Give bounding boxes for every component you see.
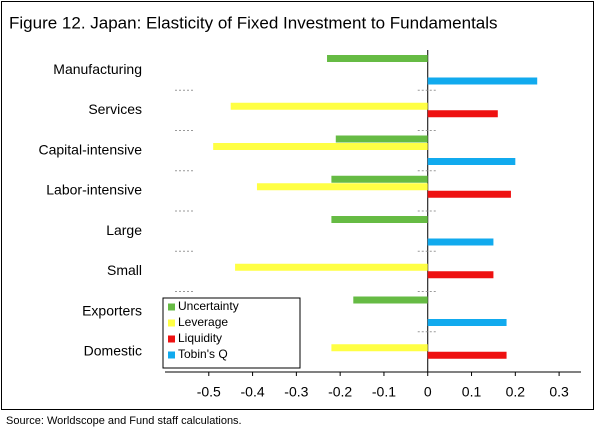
- bar: [235, 263, 428, 271]
- bar: [213, 143, 428, 150]
- bar: [427, 158, 516, 165]
- x-tick-label: 0.2: [506, 384, 526, 400]
- bar: [427, 110, 498, 118]
- source-note: Source: Worldscope and Fund staff calcul…: [6, 415, 242, 427]
- x-tick-label: 0: [424, 384, 432, 400]
- category-label: Manufacturing: [53, 61, 142, 77]
- category-label: Large: [106, 222, 142, 238]
- legend-label: Leverage: [178, 315, 228, 329]
- legend-label: Liquidity: [178, 331, 222, 345]
- x-tick-label: -0.2: [328, 384, 352, 400]
- bar: [353, 296, 428, 304]
- bar: [427, 271, 494, 279]
- bar: [256, 183, 428, 191]
- category-label: Labor-intensive: [46, 182, 142, 198]
- x-tick-label: -0.5: [197, 384, 221, 400]
- chart-title: Figure 12. Japan: Elasticity of Fixed In…: [9, 13, 498, 32]
- category-label: Domestic: [84, 343, 142, 359]
- x-tick-label: -0.1: [372, 384, 396, 400]
- category-label: Exporters: [82, 302, 142, 318]
- category-label: Small: [107, 262, 142, 278]
- bar: [427, 238, 494, 246]
- x-tick-label: 0.1: [462, 384, 482, 400]
- category-label: Services: [88, 101, 142, 117]
- bar: [331, 216, 428, 223]
- legend-box: [162, 297, 301, 369]
- legend-swatch: [168, 351, 175, 359]
- bar: [331, 175, 428, 183]
- bar: [327, 55, 428, 62]
- legend-swatch: [168, 319, 175, 327]
- bar: [230, 102, 428, 110]
- bar: [335, 135, 428, 143]
- x-tick-label: -0.3: [284, 384, 308, 400]
- legend-label: Tobin's Q: [178, 347, 228, 361]
- bar: [427, 190, 511, 198]
- legend-label: Uncertainty: [178, 299, 239, 313]
- frame: [1, 1, 594, 410]
- bar: [427, 319, 507, 326]
- x-tick-label: -0.4: [241, 384, 265, 400]
- legend-swatch: [168, 303, 175, 311]
- bar: [427, 77, 538, 85]
- legend-swatch: [168, 335, 175, 343]
- category-label: Capital-intensive: [39, 141, 143, 157]
- bar: [331, 344, 428, 352]
- x-tick-label: 0.3: [549, 384, 569, 400]
- bar: [427, 351, 507, 359]
